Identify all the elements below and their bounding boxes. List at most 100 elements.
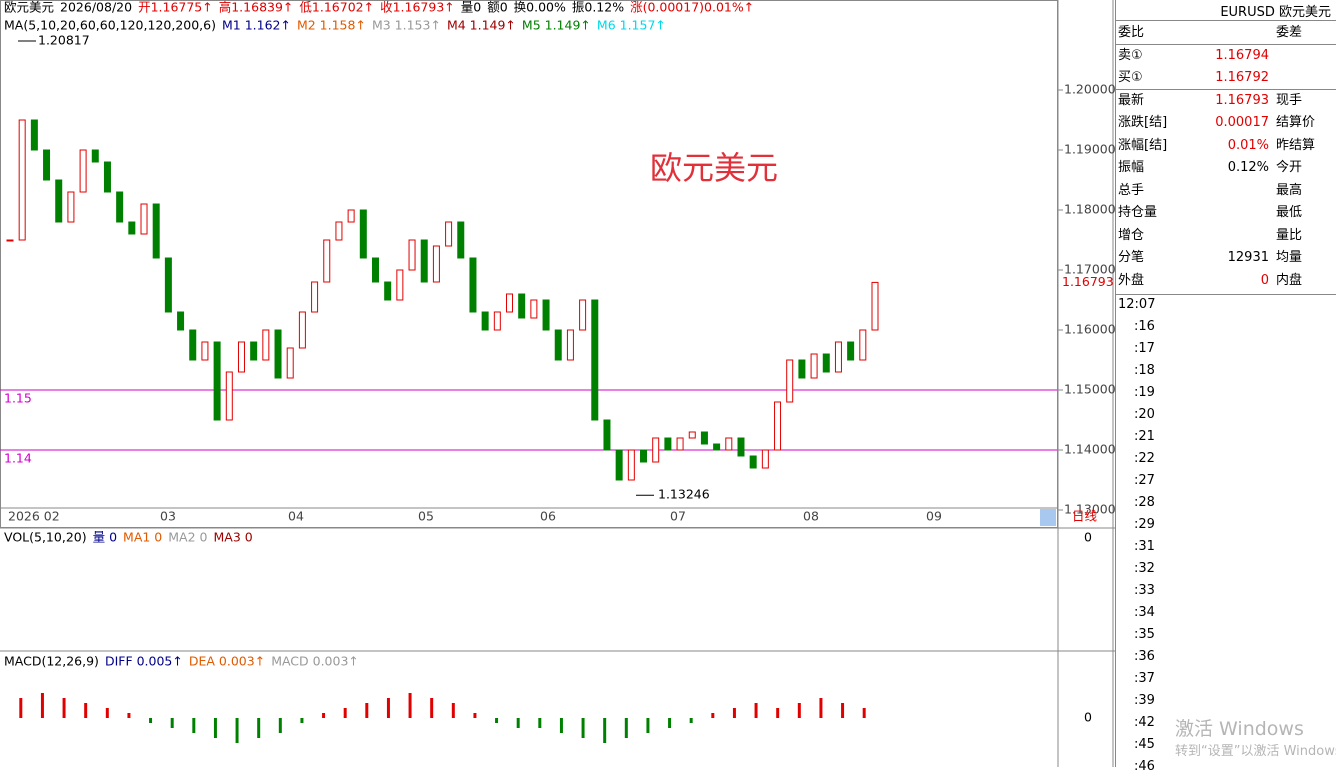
candle	[262, 329, 270, 361]
time-label: :45	[1134, 737, 1155, 752]
legend-text: 换0.00%	[514, 0, 566, 15]
candle	[664, 437, 672, 451]
candle	[493, 311, 501, 331]
row-value: 1.16792	[1215, 70, 1269, 85]
scroll-btn	[1040, 509, 1056, 526]
legend-text: M4 1.149↑	[447, 18, 516, 33]
candle	[213, 341, 221, 421]
quote-row: 最新 1.16793 现手	[1116, 90, 1336, 112]
legend-text: 低1.16702↑	[299, 0, 374, 15]
candle	[323, 239, 331, 283]
candle	[311, 281, 319, 313]
quote-row: 外盘 0 内盘	[1116, 270, 1336, 292]
y-tick-label: 1.16000	[1064, 322, 1115, 337]
time-label: :39	[1134, 693, 1155, 708]
row-label: 委差	[1276, 25, 1303, 40]
candle	[189, 329, 197, 361]
legend-text: MA(5,10,20,60,60,120,120,200,6)	[4, 18, 216, 33]
x-tick-label: 04	[288, 509, 304, 524]
row-label: 委比	[1118, 25, 1145, 40]
candle	[79, 149, 87, 193]
legend-text: 量0	[461, 0, 482, 15]
candle	[554, 329, 562, 361]
legend-text: 高1.16839↑	[219, 0, 294, 15]
row-value: 0.00017	[1215, 115, 1269, 130]
quote-row: 买① 1.16792	[1116, 67, 1336, 90]
candle	[652, 437, 660, 463]
panel-title: EURUSD 欧元美元	[1220, 5, 1331, 20]
candle	[225, 371, 233, 421]
candle	[30, 119, 38, 151]
low-label: 1.13246	[658, 487, 710, 502]
time-label: :18	[1134, 363, 1155, 378]
row-label: 涨幅[结]	[1118, 137, 1168, 153]
candle	[481, 311, 489, 331]
last-price-label: 1.16793	[1062, 274, 1114, 289]
quote-row: 委比 委差	[1116, 22, 1336, 45]
time-label: :21	[1134, 429, 1155, 444]
row-label: 振幅	[1118, 160, 1145, 175]
time-label: :28	[1134, 495, 1155, 510]
time-label: :20	[1134, 407, 1155, 422]
time-label: :32	[1134, 561, 1155, 576]
row-label: 结算价	[1276, 115, 1316, 130]
candle	[822, 353, 830, 373]
row-label: 总手	[1118, 182, 1145, 198]
y-tick-label: 1.19000	[1064, 142, 1115, 157]
candle	[347, 209, 355, 223]
candle	[55, 179, 63, 223]
legend-text: MA2 0	[168, 530, 207, 545]
row-label: 均量	[1276, 250, 1303, 265]
row-label: 外盘	[1118, 272, 1145, 288]
candle	[43, 149, 51, 181]
legend-text: 收1.16793↑	[380, 0, 455, 15]
row-label: 今开	[1276, 160, 1303, 175]
legend-text: 开1.16775↑	[138, 0, 213, 15]
candle	[518, 293, 526, 319]
legend-text: DIFF 0.005↑	[105, 654, 183, 669]
row-label: 买①	[1118, 70, 1143, 85]
candle	[676, 437, 684, 451]
candle	[335, 221, 343, 241]
x-tick-label: 09	[926, 509, 942, 524]
candle	[420, 239, 428, 283]
candle	[859, 329, 867, 361]
legend-text: 额0	[487, 0, 508, 15]
axis-label: 0	[1084, 710, 1092, 725]
row-label: 涨跌[结]	[1118, 115, 1168, 130]
row-value: 1.16794	[1215, 47, 1269, 63]
candle	[591, 299, 599, 421]
candle	[201, 341, 209, 361]
row-value: 12931	[1227, 250, 1269, 265]
row-label: 现手	[1276, 92, 1303, 108]
candle	[432, 245, 440, 283]
candle	[164, 257, 172, 313]
row-label: 内盘	[1276, 272, 1303, 288]
candle	[140, 203, 148, 235]
candle	[103, 161, 111, 193]
watermark: 转到“设置”以激活 Windows。	[1175, 744, 1336, 759]
legend-text: MA3 0	[213, 530, 252, 545]
quote-row: 振幅 0.12% 今开	[1116, 157, 1336, 179]
legend-text: 涨(0.00017)0.01%↑	[630, 0, 754, 15]
time-label: :16	[1134, 319, 1155, 334]
row-value: 1.16793	[1215, 92, 1269, 108]
candle	[627, 449, 635, 481]
row-label: 量比	[1276, 227, 1303, 243]
candle	[688, 431, 696, 439]
legend-text: M3 1.153↑	[372, 18, 441, 33]
y-tick-label: 1.15000	[1064, 382, 1115, 397]
row-value: 0.01%	[1227, 137, 1269, 153]
watermark: 激活 Windows	[1175, 718, 1304, 740]
time-label: :27	[1134, 473, 1155, 488]
candle	[286, 347, 294, 379]
legend-text: M1 1.162↑	[222, 18, 291, 33]
quote-row: 总手 最高	[1116, 180, 1336, 202]
legend-text: VOL(5,10,20)	[4, 530, 87, 545]
x-tick-label: 06	[540, 509, 556, 524]
time-label: :33	[1134, 583, 1155, 598]
time-label: 12:07	[1118, 297, 1156, 312]
time-label: :22	[1134, 451, 1155, 466]
candle	[250, 341, 258, 361]
legend-text: 2026/08/20	[60, 0, 132, 15]
